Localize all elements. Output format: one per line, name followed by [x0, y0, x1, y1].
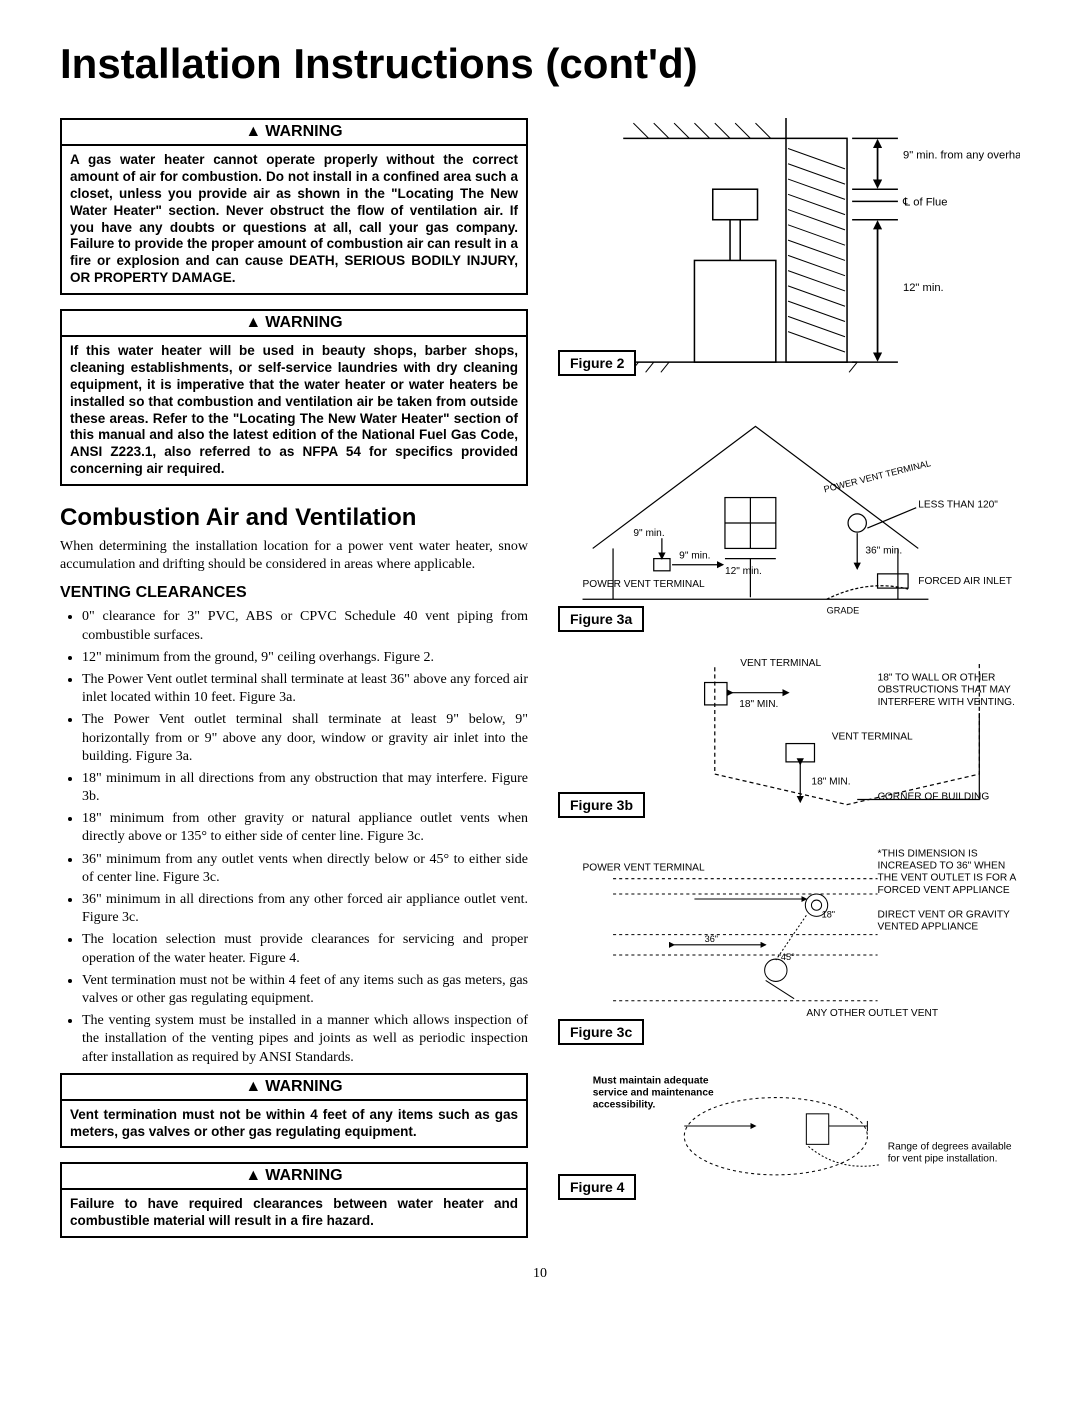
figure-2: 9" min. from any overhang ℄ of Flue 12" …: [552, 118, 1020, 388]
figure-3a-svg: POWER VENT TERMINAL 9" min. 9" min. 12" …: [552, 406, 1020, 630]
fig3a-grade: GRADE: [827, 605, 860, 615]
fig3c-45: 45°: [781, 952, 795, 962]
figure-2-svg: 9" min. from any overhang ℄ of Flue 12" …: [552, 118, 1020, 383]
figure-3c-label: Figure 3c: [558, 1019, 644, 1045]
list-item: 18" minimum from other gravity or natura…: [82, 810, 528, 846]
warning-box-1: WARNING A gas water heater cannot operat…: [60, 118, 528, 295]
warning-body-1: A gas water heater cannot operate proper…: [62, 146, 526, 293]
list-item: The Power Vent outlet terminal shall ter…: [82, 711, 528, 766]
list-item: 18" minimum in all directions from any o…: [82, 770, 528, 806]
fig3a-9b: 9" min.: [679, 550, 710, 561]
fig4-maintain: Must maintain adequate service and maint…: [593, 1075, 715, 1112]
fig2-dim3: 12" min.: [903, 282, 944, 294]
figure-4-label: Figure 4: [558, 1174, 636, 1200]
figure-4: Must maintain adequate service and maint…: [552, 1065, 1020, 1202]
fig3c-pvt: POWER VENT TERMINAL: [583, 863, 705, 874]
warning-box-2: WARNING If this water heater will be use…: [60, 309, 528, 486]
fig3b-18a: 18" MIN.: [739, 699, 778, 710]
list-item: 36" minimum in all directions from any o…: [82, 891, 528, 927]
fig3c-direct: DIRECT VENT OR GRAVITY VENTED APPLIANCE: [878, 909, 1020, 933]
list-item: 0" clearance for 3" PVC, ABS or CPVC Sch…: [82, 608, 528, 644]
page-title: Installation Instructions (cont'd): [60, 40, 1020, 88]
fig3c-36: 36": [705, 934, 718, 944]
clearance-list: 0" clearance for 3" PVC, ABS or CPVC Sch…: [60, 608, 528, 1066]
fig4-range: Range of degrees available for vent pipe…: [888, 1141, 1020, 1165]
list-item: The Power Vent outlet terminal shall ter…: [82, 671, 528, 707]
fig3b-obstruct: 18" TO WALL OR OTHER OBSTRUCTIONS THAT M…: [878, 673, 1020, 710]
list-item: The venting system must be installed in …: [82, 1012, 528, 1067]
figure-3b-svg: VENT TERMINAL 18" MIN. 18" MIN. VENT TER…: [552, 652, 1020, 815]
list-item: 12" minimum from the ground, 9" ceiling …: [82, 649, 528, 667]
warning-head-1: WARNING: [62, 120, 526, 146]
fig3a-12: 12" min.: [725, 565, 762, 576]
list-item: Vent termination must not be within 4 fe…: [82, 972, 528, 1008]
fig2-dim2: ℄ of Flue: [902, 196, 947, 208]
left-column: WARNING A gas water heater cannot operat…: [60, 118, 528, 1252]
warning-body-4: Failure to have required clearances betw…: [62, 1190, 526, 1236]
right-column: 9" min. from any overhang ℄ of Flue 12" …: [552, 118, 1020, 1252]
list-item: The location selection must provide clea…: [82, 931, 528, 967]
figure-3c-svg: POWER VENT TERMINAL 18" 36" 45° *THIS DI…: [552, 838, 1020, 1041]
warning-box-4: WARNING Failure to have required clearan…: [60, 1162, 528, 1238]
fig3b-corner: CORNER OF BUILDING: [878, 792, 990, 803]
fig3a-forced: FORCED AIR INLET: [918, 576, 1012, 587]
figure-3b: VENT TERMINAL 18" MIN. 18" MIN. VENT TER…: [552, 652, 1020, 820]
fig3a-less120: LESS THAN 120": [918, 499, 998, 510]
fig3c-thisdim: *THIS DIMENSION IS INCREASED TO 36" WHEN…: [878, 848, 1020, 897]
fig2-dim1: 9" min. from any overhang: [903, 150, 1020, 162]
warning-head-3: WARNING: [62, 1075, 526, 1101]
section-intro: When determining the installation locati…: [60, 538, 528, 574]
figure-3a: POWER VENT TERMINAL 9" min. 9" min. 12" …: [552, 406, 1020, 635]
warning-body-3: Vent termination must not be within 4 fe…: [62, 1101, 526, 1147]
warning-body-2: If this water heater will be used in bea…: [62, 337, 526, 484]
fig3a-36: 36" min.: [865, 545, 902, 556]
fig3c-18: 18": [822, 909, 835, 919]
figure-3c: POWER VENT TERMINAL 18" 36" 45° *THIS DI…: [552, 838, 1020, 1046]
figure-3b-label: Figure 3b: [558, 792, 645, 818]
fig3a-pvt2: POWER VENT TERMINAL: [823, 458, 932, 494]
page-number: 10: [60, 1266, 1020, 1282]
fig3b-18b: 18" MIN.: [811, 777, 850, 788]
fig3c-any: ANY OTHER OUTLET VENT: [806, 1008, 938, 1019]
fig3b-vt1: VENT TERMINAL: [740, 659, 821, 670]
list-item: 36" minimum from any outlet vents when d…: [82, 851, 528, 887]
content-columns: WARNING A gas water heater cannot operat…: [60, 118, 1020, 1252]
figure-3a-label: Figure 3a: [558, 606, 644, 632]
warning-head-2: WARNING: [62, 311, 526, 337]
section-heading: Combustion Air and Ventilation: [60, 504, 528, 532]
fig3a-pvt: POWER VENT TERMINAL: [583, 579, 705, 590]
section-subheading: VENTING CLEARANCES: [60, 584, 528, 602]
fig3a-9a: 9" min.: [633, 528, 664, 539]
warning-box-3: WARNING Vent termination must not be wit…: [60, 1073, 528, 1149]
warning-head-4: WARNING: [62, 1164, 526, 1190]
figure-2-label: Figure 2: [558, 350, 636, 376]
